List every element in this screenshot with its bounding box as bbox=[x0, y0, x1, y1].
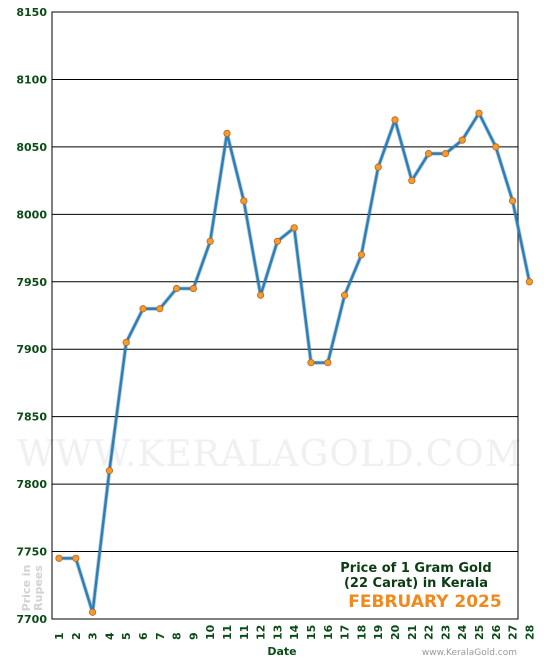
y-tick-7900: 7900 bbox=[16, 343, 47, 356]
x-tick-15: 14 bbox=[288, 624, 301, 640]
x-tick-23: 22 bbox=[423, 625, 436, 640]
data-point bbox=[408, 177, 416, 185]
y-axis-label: Price inRupees bbox=[20, 565, 45, 612]
x-tick-8: 8 bbox=[171, 632, 184, 640]
data-point bbox=[55, 554, 63, 562]
y-tick-8150: 8150 bbox=[16, 6, 47, 19]
series-line-group bbox=[59, 111, 532, 615]
x-tick-6: 6 bbox=[137, 632, 150, 640]
x-tick-2: 2 bbox=[70, 632, 83, 640]
x-tick-21: 20 bbox=[389, 624, 402, 640]
x-tick-24: 23 bbox=[439, 625, 452, 640]
data-point bbox=[324, 359, 332, 367]
x-tick-labels: 1 2 3 4 5 6 7 8 9 10 11 11 12 13 14 15 16 17 18 19 20 21 22 23 2… bbox=[53, 624, 536, 640]
x-tick-5: 5 bbox=[120, 632, 133, 640]
data-point bbox=[122, 338, 130, 347]
data-point bbox=[441, 150, 449, 158]
y-tick-7800: 7800 bbox=[16, 478, 47, 491]
data-point bbox=[458, 136, 466, 144]
data-point bbox=[156, 305, 164, 313]
x-tick-20: 19 bbox=[372, 625, 385, 640]
y-tick-labels: 7700 7750 7800 7850 7900 7950 8000 8050 8100 8150 bbox=[16, 6, 47, 626]
x-tick-11: 11 bbox=[221, 625, 234, 640]
x-axis-label: Date bbox=[267, 645, 296, 658]
data-point bbox=[290, 224, 298, 232]
x-tick-28: 27 bbox=[507, 625, 520, 640]
data-point bbox=[189, 284, 197, 293]
y-axis-label-line-2: Rupees bbox=[32, 565, 45, 611]
x-tick-7: 7 bbox=[154, 632, 167, 640]
series-line-shadow bbox=[59, 111, 532, 615]
x-tick-16: 15 bbox=[305, 625, 318, 640]
x-tick-26: 25 bbox=[473, 625, 486, 640]
chart-title-box: Price of 1 Gram Gold (22 Carat) in Keral… bbox=[340, 561, 501, 612]
data-point bbox=[105, 467, 114, 475]
data-point bbox=[424, 150, 433, 158]
data-point bbox=[508, 197, 517, 205]
data-point bbox=[357, 251, 365, 259]
x-tick-12: 11 bbox=[238, 625, 251, 640]
plot-frame bbox=[51, 11, 519, 620]
data-point bbox=[206, 237, 214, 245]
data-point bbox=[340, 291, 349, 299]
y-tick-8100: 8100 bbox=[16, 73, 47, 86]
data-point bbox=[492, 143, 500, 151]
x-tick-9: 9 bbox=[187, 632, 200, 640]
y-tick-7950: 7950 bbox=[16, 276, 47, 289]
chart-title-line-2: (22 Carat) in Kerala bbox=[344, 576, 488, 591]
x-tick-17: 16 bbox=[322, 624, 335, 640]
y-tick-7750: 7750 bbox=[16, 546, 47, 559]
x-tick-27: 26 bbox=[490, 624, 503, 640]
data-points bbox=[55, 109, 534, 616]
x-tick-13: 12 bbox=[255, 625, 268, 640]
data-point bbox=[173, 284, 181, 293]
axes bbox=[51, 11, 519, 620]
y-tick-8000: 8000 bbox=[16, 208, 47, 221]
y-tick-7700: 7700 bbox=[16, 613, 47, 626]
data-point bbox=[240, 197, 248, 205]
data-point bbox=[374, 163, 382, 171]
x-tick-4: 4 bbox=[103, 632, 116, 640]
x-tick-29: 28 bbox=[523, 625, 536, 640]
data-point bbox=[223, 129, 231, 137]
watermark: WWW.KERALAGOLD.COM bbox=[17, 434, 522, 475]
data-point bbox=[307, 359, 315, 367]
y-tick-8050: 8050 bbox=[16, 141, 47, 154]
x-tick-1: 1 bbox=[53, 632, 66, 640]
x-tick-18: 17 bbox=[339, 625, 352, 640]
series-line bbox=[59, 111, 531, 614]
x-tick-19: 18 bbox=[355, 625, 368, 640]
data-point bbox=[391, 116, 399, 124]
site-credit: www.KeralaGold.com bbox=[422, 648, 517, 658]
chart-subtitle-month: FEBRUARY 2025 bbox=[348, 592, 501, 612]
data-point bbox=[72, 554, 80, 562]
x-tick-22: 21 bbox=[406, 625, 419, 640]
data-point bbox=[475, 109, 483, 117]
gridlines bbox=[52, 11, 518, 620]
chart-title-line-1: Price of 1 Gram Gold bbox=[340, 561, 491, 576]
y-tick-7850: 7850 bbox=[16, 411, 47, 424]
data-point bbox=[273, 237, 281, 245]
x-tick-14: 13 bbox=[271, 625, 284, 640]
data-point bbox=[525, 278, 534, 286]
data-point bbox=[139, 305, 147, 313]
data-point bbox=[256, 291, 265, 299]
y-axis-label-line-1: Price in bbox=[20, 565, 33, 612]
x-tick-10: 10 bbox=[204, 624, 217, 640]
x-tick-3: 3 bbox=[87, 632, 100, 640]
x-tick-25: 24 bbox=[456, 624, 469, 640]
watermark-layer: WWW.KERALAGOLD.COM bbox=[17, 434, 522, 475]
data-point bbox=[89, 608, 97, 616]
